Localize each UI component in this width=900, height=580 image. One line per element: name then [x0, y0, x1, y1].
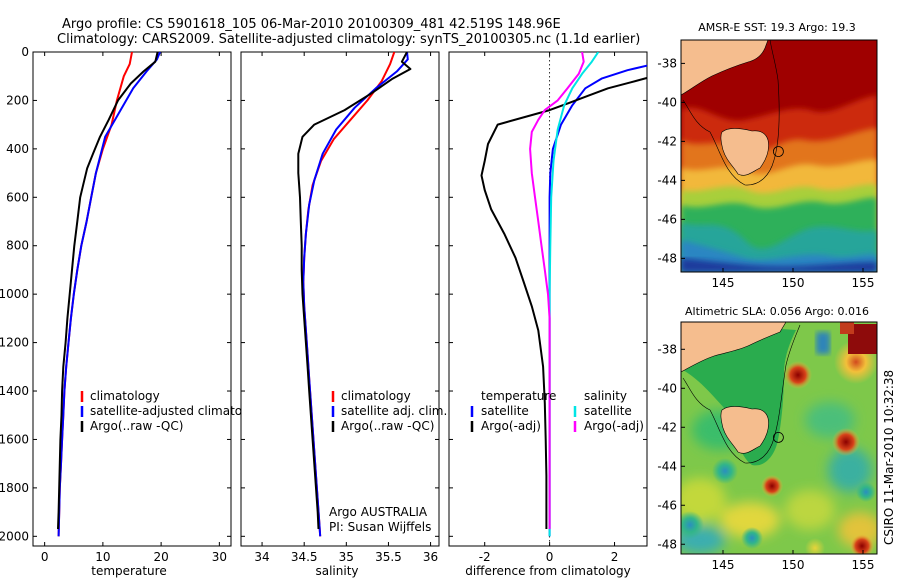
- xtick-label: 35.5: [375, 550, 402, 564]
- map-ytick-label: -46: [657, 498, 677, 512]
- legend-label: satellite adj. clim.: [341, 404, 447, 418]
- legend-label: satellite-adjusted climatology: [90, 404, 268, 418]
- xtick-label: 0: [41, 550, 49, 564]
- header-line1: Argo profile: CS 5901618_105 06-Mar-2010…: [62, 17, 561, 32]
- difference-legend: temperaturesatelliteArgo(-adj)salinitysa…: [470, 389, 644, 433]
- legend-label: Argo(-adj): [481, 419, 541, 433]
- sla-map-title: Altimetric SLA: 0.056 Argo: 0.016: [685, 305, 869, 318]
- sst-map-panel: AMSR-E SST: 19.3 Argo: 19.3 145 150 155 -38…: [657, 21, 878, 290]
- map-ytick-label: -40: [657, 381, 677, 395]
- map-xtick-label: 145: [712, 276, 735, 290]
- xtick-label: -2: [479, 550, 491, 564]
- temperature-panel: 0 200 400 600 800 1000 1200 1400 1600 1800 2000 0 10…: [0, 45, 268, 578]
- map-ytick-label: -46: [657, 212, 677, 226]
- side-timestamp-label: CSIRO 11-Mar-2010 10:32:38: [882, 370, 896, 545]
- map-xtick-label: 145: [712, 558, 735, 572]
- map-ytick-label: -42: [657, 420, 677, 434]
- difference-xlabel: difference from climatology: [465, 564, 631, 578]
- map-ytick-label: -42: [657, 134, 677, 148]
- difference-panel: -2 0 2 temperaturesatelliteArgo(-adj)salin…: [448, 51, 648, 578]
- legend-header: salinity: [584, 389, 627, 403]
- map-ytick-label: -40: [657, 95, 677, 109]
- map-xtick-label: 155: [852, 558, 875, 572]
- series-line-salinity-argo-adj-: [529, 52, 585, 529]
- sst-map-title: AMSR-E SST: 19.3 Argo: 19.3: [698, 21, 856, 34]
- series-line-argo-raw-qc-: [297, 52, 412, 530]
- sla-map-frame: [680, 321, 878, 555]
- series-line-satellite-adjusted-climatology: [57, 52, 161, 537]
- map-ytick-label: -48: [657, 251, 677, 265]
- map-ytick-label: -48: [657, 537, 677, 551]
- legend-label: climatology: [341, 389, 411, 403]
- sst-field: [681, 40, 877, 272]
- map-ytick-label: -44: [657, 459, 677, 473]
- legend-header: temperature: [481, 389, 556, 403]
- map-ytick-label: -38: [657, 56, 677, 70]
- ytick-label: 1800: [0, 481, 29, 495]
- xtick-label: 10: [95, 550, 110, 564]
- ytick-label: 0: [21, 45, 29, 59]
- argo-australia-label: Argo AUSTRALIA: [329, 505, 428, 519]
- legend-label: satellite: [584, 404, 632, 418]
- ytick-label: 1000: [0, 287, 29, 301]
- header-line2: Climatology: CARS2009. Satellite-adjuste…: [57, 32, 640, 47]
- xtick-label: 0: [546, 550, 554, 564]
- map-xtick-label: 150: [782, 276, 805, 290]
- salinity-plot-frame: [240, 51, 440, 547]
- legend-label: Argo(-adj): [584, 419, 644, 433]
- xtick-label: 20: [153, 550, 168, 564]
- argo-position-marker-sla: [773, 431, 784, 443]
- sla-field: [681, 322, 877, 554]
- ytick-label: 1600: [0, 432, 29, 446]
- ytick-label: 400: [6, 142, 29, 156]
- map-xtick-label: 150: [782, 558, 805, 572]
- salinity-xlabel: salinity: [315, 564, 358, 578]
- legend-label: Argo(..raw -QC): [341, 419, 434, 433]
- legend-label: Argo(..raw -QC): [90, 419, 183, 433]
- argo-position-marker: [773, 146, 784, 157]
- sst-map-frame: [680, 39, 878, 273]
- series-line-temperature-argo-adj-: [480, 76, 647, 529]
- xtick-label: 35: [339, 550, 354, 564]
- series-line-argo-raw-qc-: [57, 52, 159, 530]
- ytick-label: 1400: [0, 384, 29, 398]
- temperature-plot-frame: [32, 51, 232, 547]
- xtick-label: 36: [423, 550, 438, 564]
- map-ytick-label: -44: [657, 173, 677, 187]
- xtick-label: 2: [611, 550, 619, 564]
- map-ytick-label: -38: [657, 342, 677, 356]
- pi-label: PI: Susan Wijffels: [329, 520, 431, 534]
- ytick-label: 800: [6, 239, 29, 253]
- sla-map-panel: Altimetric SLA: 0.056 Argo: 0.016: [657, 305, 878, 572]
- xtick-label: 30: [212, 550, 227, 564]
- legend-label: climatology: [90, 389, 160, 403]
- temperature-xlabel: temperature: [91, 564, 166, 578]
- legend-label: satellite: [481, 404, 529, 418]
- ytick-label: 600: [6, 190, 29, 204]
- xtick-label: 34: [254, 550, 269, 564]
- ytick-label: 1200: [0, 336, 29, 350]
- ytick-label: 200: [6, 93, 29, 107]
- xtick-label: 34.5: [291, 550, 318, 564]
- map-xtick-label: 155: [852, 276, 875, 290]
- ytick-label: 2000: [0, 529, 29, 543]
